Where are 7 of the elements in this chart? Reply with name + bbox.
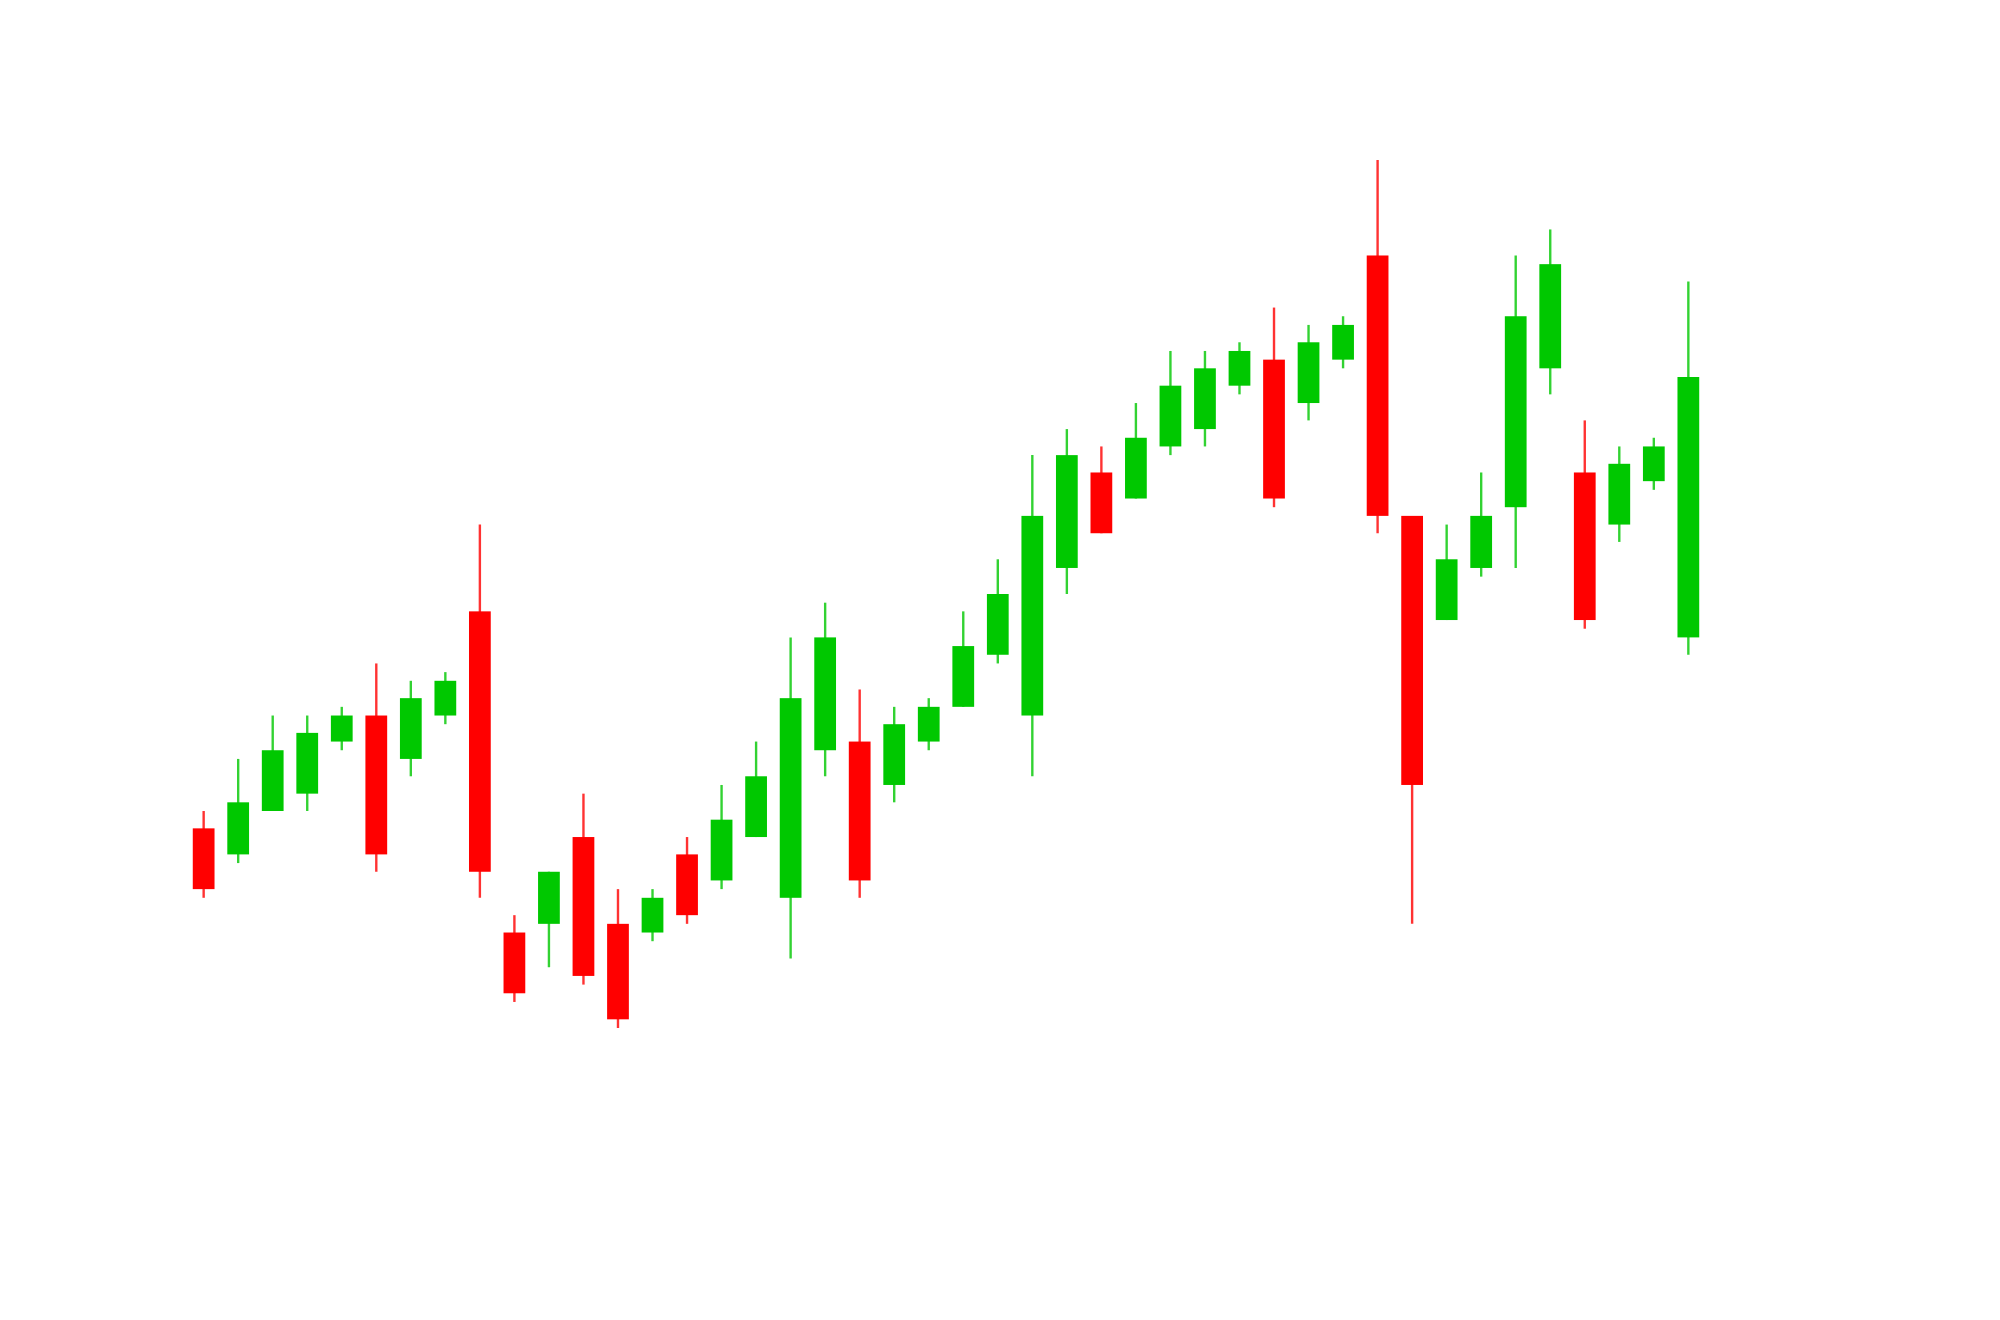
candlestick [330,705,353,752]
candlestick [1332,315,1354,370]
candlestick [434,670,457,726]
candlestick [917,696,940,752]
candlestick [1228,341,1251,396]
candlestick [1642,436,1665,492]
candlestick [641,887,664,943]
